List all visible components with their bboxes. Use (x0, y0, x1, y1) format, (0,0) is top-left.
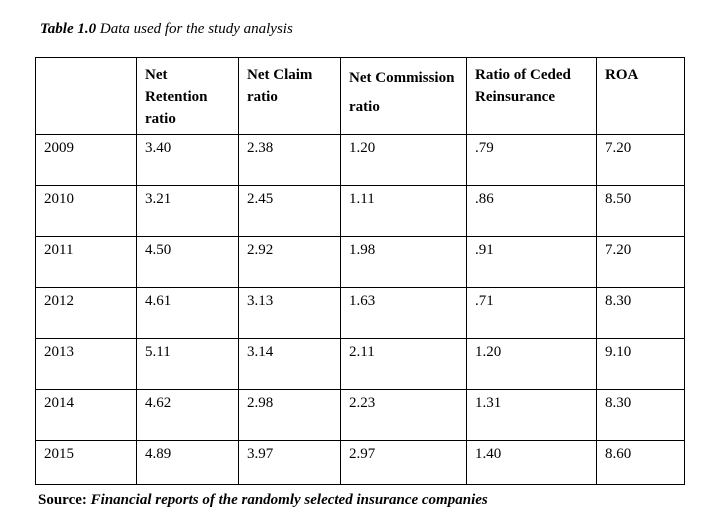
table-row: 2014 4.62 2.98 2.23 1.31 8.30 (35, 389, 685, 441)
table-row: 2010 3.21 2.45 1.11 .86 8.50 (35, 185, 685, 237)
data-cell: 2.98 (238, 389, 341, 441)
data-cell: 2.23 (340, 389, 467, 441)
data-cell: 2.97 (340, 440, 467, 485)
data-cell: 1.63 (340, 287, 467, 339)
data-cell: 1.98 (340, 236, 467, 288)
year-cell: 2014 (35, 389, 137, 441)
data-cell: 2.38 (238, 134, 341, 186)
data-cell: 4.89 (136, 440, 239, 485)
data-cell: 8.60 (596, 440, 685, 485)
data-cell: 3.97 (238, 440, 341, 485)
table-row: 2009 3.40 2.38 1.20 .79 7.20 (35, 134, 685, 186)
study-data-table: Net Retention ratio Net Claim ratio Net … (35, 57, 685, 485)
table-caption: Table 1.0 Data used for the study analys… (40, 20, 714, 39)
data-cell: 1.40 (466, 440, 597, 485)
year-cell: 2010 (35, 185, 137, 237)
table-row: 2012 4.61 3.13 1.63 .71 8.30 (35, 287, 685, 339)
table-caption-number: Table 1.0 (40, 21, 97, 37)
year-cell: 2012 (35, 287, 137, 339)
source-note: Source: Financial reports of the randoml… (38, 491, 714, 510)
column-header-year (35, 57, 137, 135)
column-header-net-retention: Net Retention ratio (136, 57, 239, 135)
data-cell: 3.21 (136, 185, 239, 237)
data-cell: 2.11 (340, 338, 467, 390)
data-cell: 1.20 (466, 338, 597, 390)
data-cell: 3.13 (238, 287, 341, 339)
year-cell: 2011 (35, 236, 137, 288)
data-cell: 7.20 (596, 134, 685, 186)
table-row: 2011 4.50 2.92 1.98 .91 7.20 (35, 236, 685, 288)
data-cell: 5.11 (136, 338, 239, 390)
year-cell: 2009 (35, 134, 137, 186)
data-cell: 3.14 (238, 338, 341, 390)
source-label: Source: (38, 492, 87, 508)
data-cell: .91 (466, 236, 597, 288)
data-cell: 7.20 (596, 236, 685, 288)
column-header-net-commission: Net Commission ratio (340, 57, 467, 135)
data-cell: 4.62 (136, 389, 239, 441)
header-row: Net Retention ratio Net Claim ratio Net … (35, 57, 685, 135)
data-cell: 4.61 (136, 287, 239, 339)
data-cell: .71 (466, 287, 597, 339)
year-cell: 2015 (35, 440, 137, 485)
data-cell: .79 (466, 134, 597, 186)
data-cell: 4.50 (136, 236, 239, 288)
data-cell: 9.10 (596, 338, 685, 390)
year-cell: 2013 (35, 338, 137, 390)
data-cell: 2.45 (238, 185, 341, 237)
data-cell: 3.40 (136, 134, 239, 186)
table-row: 2015 4.89 3.97 2.97 1.40 8.60 (35, 440, 685, 485)
data-cell: .86 (466, 185, 597, 237)
source-text: Financial reports of the randomly select… (86, 492, 488, 508)
column-header-roa: ROA (596, 57, 685, 135)
data-cell: 1.31 (466, 389, 597, 441)
data-cell: 2.92 (238, 236, 341, 288)
data-cell: 8.30 (596, 287, 685, 339)
data-cell: 8.50 (596, 185, 685, 237)
table-caption-text: Data used for the study analysis (96, 21, 293, 37)
column-header-ceded-reinsurance: Ratio of Ceded Reinsurance (466, 57, 597, 135)
data-cell: 1.11 (340, 185, 467, 237)
column-header-net-claim: Net Claim ratio (238, 57, 341, 135)
table-row: 2013 5.11 3.14 2.11 1.20 9.10 (35, 338, 685, 390)
data-cell: 1.20 (340, 134, 467, 186)
data-cell: 8.30 (596, 389, 685, 441)
